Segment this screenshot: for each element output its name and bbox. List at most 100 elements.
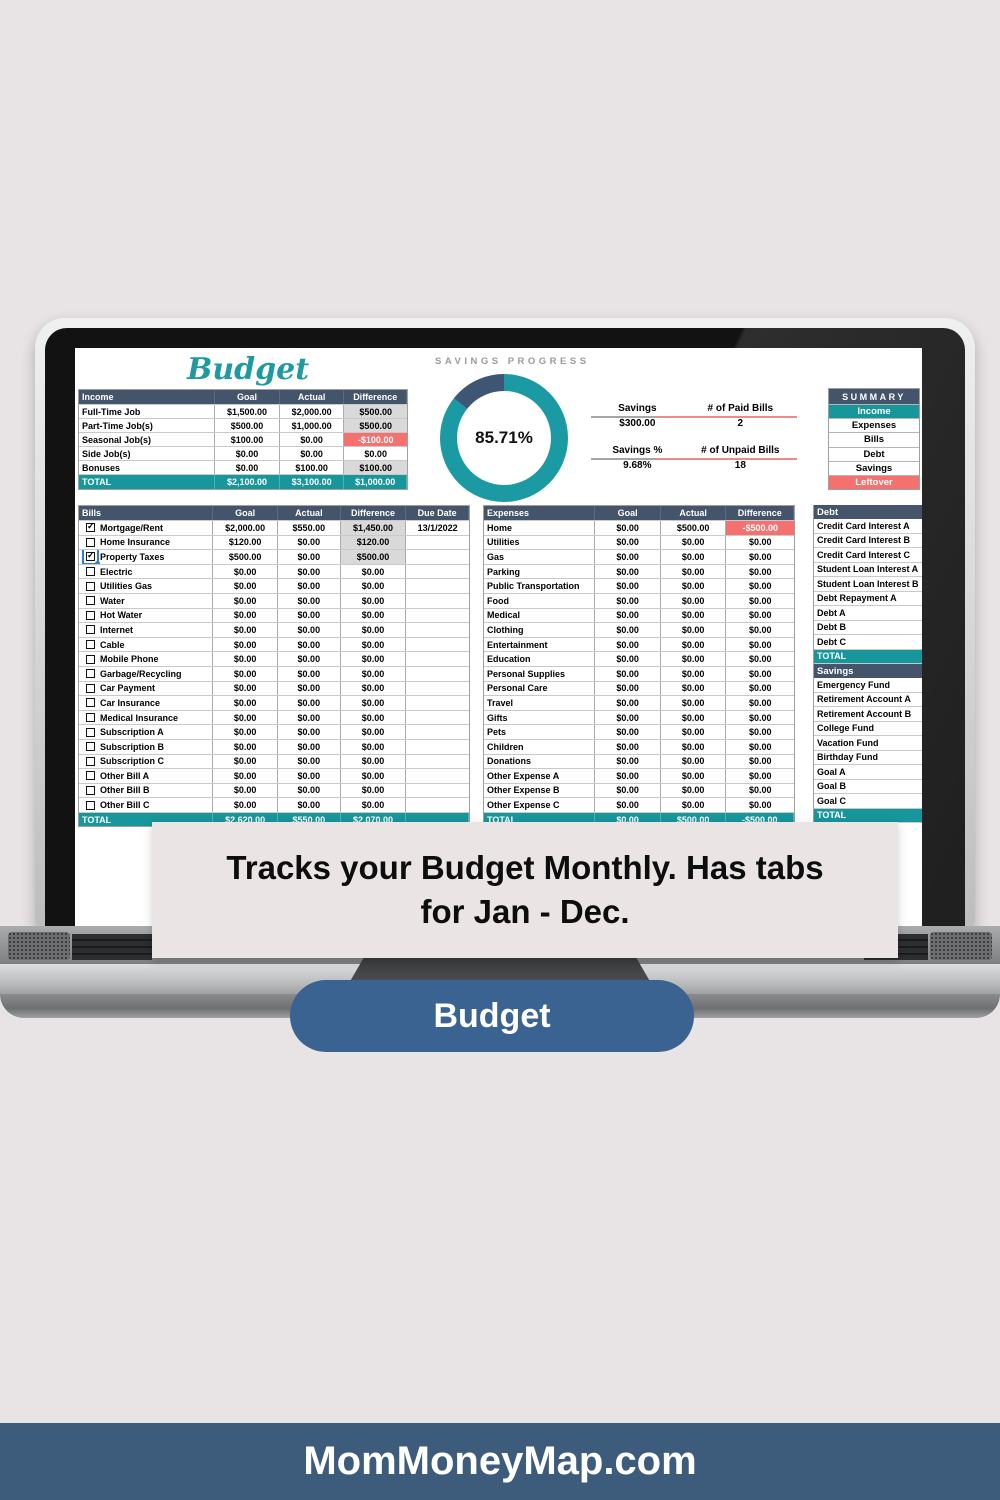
bills-goal-cell: $500.00 [213, 550, 278, 564]
bill-paid-checkbox[interactable] [86, 610, 95, 620]
expenses-actual-cell: $0.00 [661, 783, 727, 798]
bills-due-date-cell [406, 784, 469, 798]
bill-paid-checkbox[interactable] [86, 756, 95, 766]
bill-paid-checkbox[interactable] [86, 625, 95, 635]
expenses-label-cell: Other Expense A [484, 769, 596, 783]
bills-due-date-cell [406, 638, 469, 652]
expenses-goal-cell: $0.00 [595, 696, 661, 710]
savings-item-row: Emergency Fund [814, 678, 922, 693]
bill-paid-checkbox[interactable] [86, 596, 95, 606]
bills-row: Water $0.00 $0.00 $0.00 [79, 592, 469, 608]
bills-goal-cell: $0.00 [213, 696, 278, 710]
bill-paid-checkbox[interactable] [86, 727, 95, 737]
bills-due-date-cell [406, 769, 469, 783]
bills-total-label: TOTAL [79, 812, 214, 827]
expenses-diff-cell: $0.00 [748, 639, 772, 650]
donut-center: 85.71% [457, 391, 551, 485]
stats-value: 2 [737, 418, 744, 429]
expenses-goal-cell: $0.00 [595, 564, 661, 579]
bills-row: Subscription B $0.00 $0.00 $0.00 [79, 738, 469, 754]
bill-paid-checkbox[interactable] [86, 800, 95, 810]
bills-row: Garbage/Recycling $0.00 $0.00 $0.00 [79, 665, 469, 681]
bill-paid-checkbox[interactable] [86, 771, 95, 781]
bill-paid-checkbox[interactable] [86, 537, 95, 547]
budget-button[interactable]: Budget [290, 980, 694, 1052]
bill-paid-checkbox[interactable] [86, 713, 95, 723]
expenses-diff-cell: $0.00 [748, 712, 772, 723]
debt-item-row: Credit Card Interest C [814, 548, 922, 563]
bills-row: Home Insurance $120.00 $0.00 $120.00 [79, 534, 469, 550]
expenses-label-cell: Personal Supplies [484, 666, 596, 681]
bill-paid-checkbox[interactable] [86, 581, 95, 591]
expenses-label-cell: Pets [484, 725, 596, 739]
bill-paid-checkbox[interactable] [82, 550, 100, 564]
bills-total-goal: $2,620.00 [213, 812, 278, 827]
expenses-diff-cell: $0.00 [748, 785, 772, 796]
expenses-total-actual: $500.00 [661, 812, 727, 827]
bill-paid-checkbox[interactable] [86, 785, 95, 795]
savings-item-row: Goal C [814, 794, 922, 809]
bill-paid-checkbox[interactable] [86, 669, 95, 679]
bills-row: Other Bill C $0.00 $0.00 $0.00 [79, 797, 469, 812]
expenses-goal-cell: $0.00 [595, 666, 661, 681]
expenses-goal-cell: $0.00 [595, 652, 661, 666]
stats-label: # of Paid Bills [707, 403, 774, 414]
income-goal-cell: $500.00 [215, 419, 280, 432]
expenses-actual-cell: $0.00 [661, 710, 727, 725]
expenses-diff-cell: $0.00 [748, 537, 772, 548]
income-total-row: TOTAL $2,100.00 $3,100.00 $1,000.00 [79, 474, 407, 489]
bills-label-cell: Subscription C [79, 754, 214, 769]
bills-actual-cell: $0.00 [278, 769, 341, 783]
bills-label-cell: Subscription B [79, 739, 214, 754]
expenses-label-cell: Entertainment [484, 637, 596, 652]
bills-row: Subscription C $0.00 $0.00 $0.00 [79, 753, 469, 769]
bills-actual-cell: $0.00 [278, 623, 341, 637]
bills-actual-cell: $0.00 [278, 696, 341, 710]
income-row: Full-Time Job $1,500.00 $2,000.00 $500.00 [79, 404, 407, 418]
bill-paid-checkbox[interactable] [86, 640, 95, 650]
bill-name: Internet [100, 624, 134, 635]
bill-paid-checkbox[interactable] [86, 698, 95, 708]
income-total-label: TOTAL [79, 475, 216, 489]
bills-due-date-cell [406, 725, 469, 739]
bills-row: Car Insurance $0.00 $0.00 $0.00 [79, 695, 469, 710]
bills-actual-cell: $0.00 [278, 783, 341, 798]
bills-label-cell: Other Bill C [79, 798, 214, 812]
bill-name: Water [100, 595, 125, 606]
expenses-goal-cell: $0.00 [595, 550, 661, 564]
bills-diff-cell: $500.00 [340, 550, 407, 564]
expenses-header-cell: Goal [595, 506, 661, 520]
stats-value: $300.00 [619, 418, 656, 429]
caption-line-1: Tracks your Budget Monthly. Has tabs [226, 849, 824, 887]
income-actual-cell: $0.00 [280, 447, 345, 460]
bill-paid-checkbox[interactable] [86, 654, 95, 664]
bills-goal-cell: $120.00 [213, 535, 278, 550]
expenses-diff-cell: $0.00 [748, 800, 772, 811]
bills-due-date-cell: 13/1/2022 [417, 522, 458, 533]
bill-paid-checkbox[interactable] [86, 683, 95, 693]
bills-row: Medical Insurance $0.00 $0.00 $0.00 [79, 709, 469, 725]
bills-goal-cell: $0.00 [213, 593, 278, 608]
expenses-row: Food $0.00 $0.00 $0.00 [484, 592, 794, 608]
bills-goal-cell: $0.00 [213, 739, 278, 754]
bill-paid-checkbox[interactable] [86, 567, 95, 577]
income-goal-cell: $100.00 [215, 433, 280, 446]
bills-diff-cell: $0.00 [341, 564, 407, 579]
bills-label-cell: Mortgage/Rent [79, 521, 214, 535]
bill-paid-checkbox[interactable] [86, 521, 95, 533]
income-header-cell: Goal [215, 390, 280, 404]
income-table: Income Goal Actual Difference Full-Time Job $… [78, 389, 408, 490]
bill-paid-checkbox[interactable] [86, 742, 95, 752]
expenses-row: Entertainment $0.00 $0.00 $0.00 [484, 636, 794, 652]
debt-item-row: Debt A [814, 606, 922, 621]
expenses-actual-cell: $0.00 [661, 535, 727, 550]
income-goal-cell: $0.00 [215, 461, 280, 474]
bills-due-date-cell [406, 682, 469, 696]
expenses-label-cell: Donations [484, 754, 596, 769]
bills-label-cell: Hot Water [79, 608, 214, 623]
income-row: Bonuses $0.00 $100.00 $100.00 [79, 460, 407, 474]
bills-diff-cell: $0.00 [341, 769, 407, 783]
income-label-cell: Part-Time Job(s) [79, 419, 216, 432]
income-header-row: Income Goal Actual Difference [79, 390, 407, 404]
expenses-diff-cell: $0.00 [748, 668, 772, 679]
